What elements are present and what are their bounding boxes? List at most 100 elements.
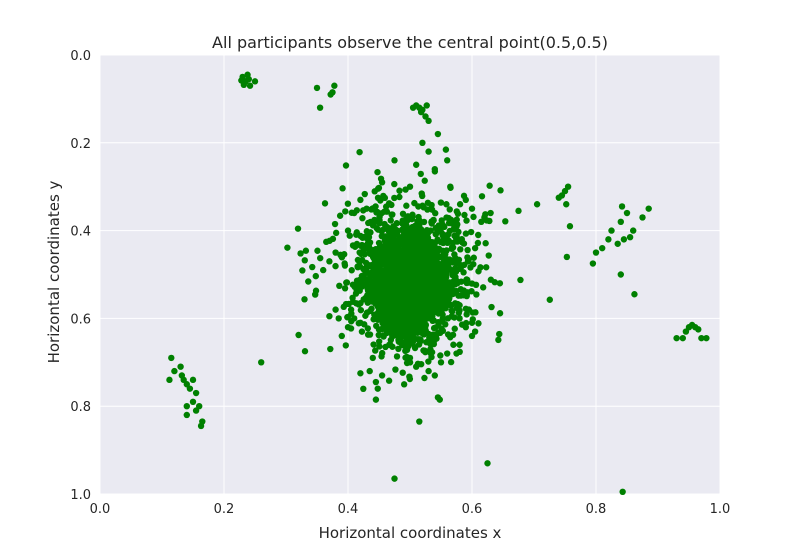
data-point <box>399 313 406 320</box>
data-point <box>404 316 411 323</box>
data-point <box>475 320 482 327</box>
data-point <box>400 381 408 388</box>
data-point <box>189 398 197 406</box>
data-point <box>359 214 366 222</box>
data-point <box>385 377 393 384</box>
data-point <box>437 352 444 359</box>
data-point <box>475 268 482 275</box>
data-point <box>414 297 422 304</box>
data-point <box>284 244 291 251</box>
data-point <box>456 302 463 309</box>
data-point <box>357 370 364 377</box>
data-point <box>463 217 470 224</box>
data-point <box>332 262 339 270</box>
data-point <box>387 217 394 224</box>
data-point <box>464 246 471 254</box>
data-point <box>442 146 450 153</box>
data-point <box>381 194 389 202</box>
data-point <box>361 251 368 258</box>
data-point <box>546 296 553 303</box>
data-point <box>368 305 375 312</box>
data-point <box>450 270 457 277</box>
data-point <box>451 314 458 321</box>
data-point <box>403 346 411 354</box>
data-point <box>403 308 410 316</box>
data-point <box>437 281 445 288</box>
data-point <box>353 277 361 284</box>
data-point <box>434 236 441 243</box>
data-point <box>453 235 460 242</box>
data-point <box>411 316 419 323</box>
data-point <box>419 192 426 200</box>
data-point <box>244 71 251 78</box>
data-point <box>605 236 612 243</box>
data-point <box>698 334 705 342</box>
data-point <box>423 226 431 234</box>
data-point <box>485 252 492 259</box>
data-point <box>418 313 425 320</box>
data-point <box>399 261 407 269</box>
data-point <box>378 353 385 360</box>
data-point <box>442 271 450 279</box>
data-point <box>475 231 482 239</box>
data-point <box>400 297 407 304</box>
data-point <box>436 264 443 271</box>
data-point <box>192 389 200 397</box>
data-point <box>449 243 456 251</box>
data-point <box>468 319 476 326</box>
data-point <box>420 218 428 226</box>
data-point <box>620 236 628 243</box>
data-point <box>428 218 435 226</box>
data-point <box>703 334 710 342</box>
data-point <box>426 267 433 275</box>
data-point <box>166 376 173 384</box>
data-point <box>630 227 637 234</box>
data-point <box>342 208 349 215</box>
data-point <box>377 302 384 310</box>
data-point <box>301 296 308 303</box>
data-point <box>365 229 373 237</box>
data-point <box>396 187 403 194</box>
data-point <box>375 184 383 192</box>
data-point <box>453 216 460 223</box>
data-point <box>382 266 389 273</box>
data-point <box>386 260 394 267</box>
data-point <box>421 374 428 382</box>
data-point <box>496 330 503 338</box>
data-point <box>384 315 391 322</box>
data-point <box>354 256 362 264</box>
data-point <box>420 260 427 268</box>
data-point <box>425 358 432 365</box>
data-point <box>434 130 442 138</box>
data-point <box>398 241 406 248</box>
chart-title: All participants observe the central poi… <box>212 33 608 52</box>
data-point <box>563 253 571 261</box>
data-point <box>626 233 634 241</box>
data-point <box>444 231 452 238</box>
data-point <box>421 177 428 184</box>
data-point <box>415 341 423 348</box>
data-point <box>395 236 403 243</box>
data-point <box>456 315 463 322</box>
data-point <box>404 240 411 247</box>
data-point <box>380 332 387 339</box>
data-point <box>321 200 329 207</box>
data-point <box>457 286 465 293</box>
data-point <box>407 340 414 347</box>
data-point <box>439 315 446 322</box>
data-point <box>356 263 364 270</box>
data-point <box>386 341 394 348</box>
data-point <box>357 319 364 326</box>
data-point <box>368 206 375 213</box>
data-point <box>423 254 430 261</box>
data-point <box>407 245 415 252</box>
data-point <box>487 209 494 217</box>
data-point <box>443 283 450 291</box>
data-point <box>617 271 624 278</box>
x-tick-label: 0.4 <box>338 502 359 517</box>
data-point <box>463 311 470 318</box>
data-point <box>378 245 386 253</box>
data-point <box>406 183 414 190</box>
data-point <box>455 292 462 299</box>
data-point <box>341 262 349 269</box>
